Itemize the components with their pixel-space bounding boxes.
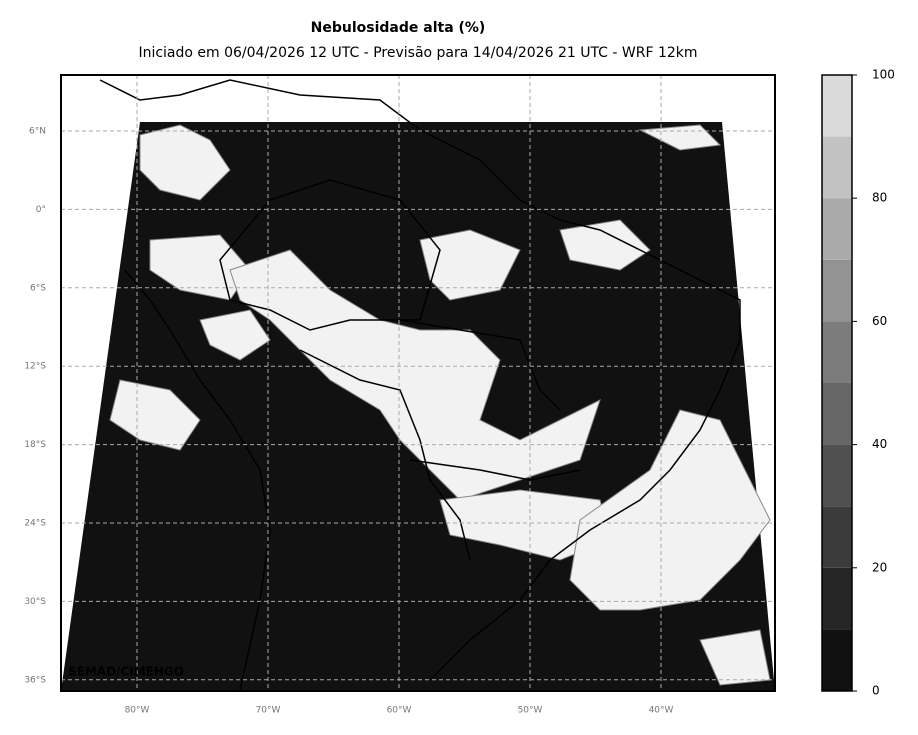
colorbar-frame [821, 74, 853, 692]
colorbar-band [822, 198, 852, 260]
colorbar-label: 80 [872, 191, 887, 205]
colorbar-label: 60 [872, 314, 887, 328]
lon-label: 50°W [518, 706, 543, 716]
lon-label: 40°W [649, 706, 674, 716]
lon-label: 70°W [256, 706, 281, 716]
colorbar-label: 40 [872, 437, 887, 451]
colorbar-band [822, 629, 852, 691]
colorbar: 0 20 40 60 80 100 [821, 68, 895, 698]
colorbar-band [822, 567, 852, 630]
colorbar-band [822, 444, 852, 507]
colorbar-label: 100 [872, 68, 895, 82]
colorbar-band [822, 136, 852, 199]
credit: SEMAD/CIMEHGO [68, 665, 184, 679]
lat-label: 6°N [29, 127, 46, 137]
lat-label: 30°S [24, 597, 46, 607]
lat-label: 24°S [24, 519, 46, 529]
lat-label: 36°S [24, 675, 46, 685]
lat-label: 0° [36, 205, 46, 215]
lat-label: 6°S [30, 283, 46, 293]
subtitle: Iniciado em 06/04/2026 12 UTC - Previsão… [138, 45, 697, 61]
lat-label: 12°S [24, 362, 46, 372]
cloud-areas [109, 124, 771, 686]
grid [61, 75, 775, 691]
colorbar-band [822, 383, 852, 445]
map: SEMAD/CIMEHGO [60, 74, 776, 692]
colorbar-label: 20 [872, 560, 887, 574]
colorbar-label: 0 [872, 684, 880, 698]
colorbar-band [822, 75, 852, 137]
lat-label: 18°S [24, 440, 46, 450]
colorbar-band [822, 506, 852, 568]
colorbar-band [822, 259, 852, 322]
colorbar-band [822, 321, 852, 383]
lon-label: 60°W [387, 706, 412, 716]
title: Nebulosidade alta (%) [311, 20, 486, 36]
lon-label: 80°W [125, 706, 150, 716]
map-frame [60, 74, 776, 692]
